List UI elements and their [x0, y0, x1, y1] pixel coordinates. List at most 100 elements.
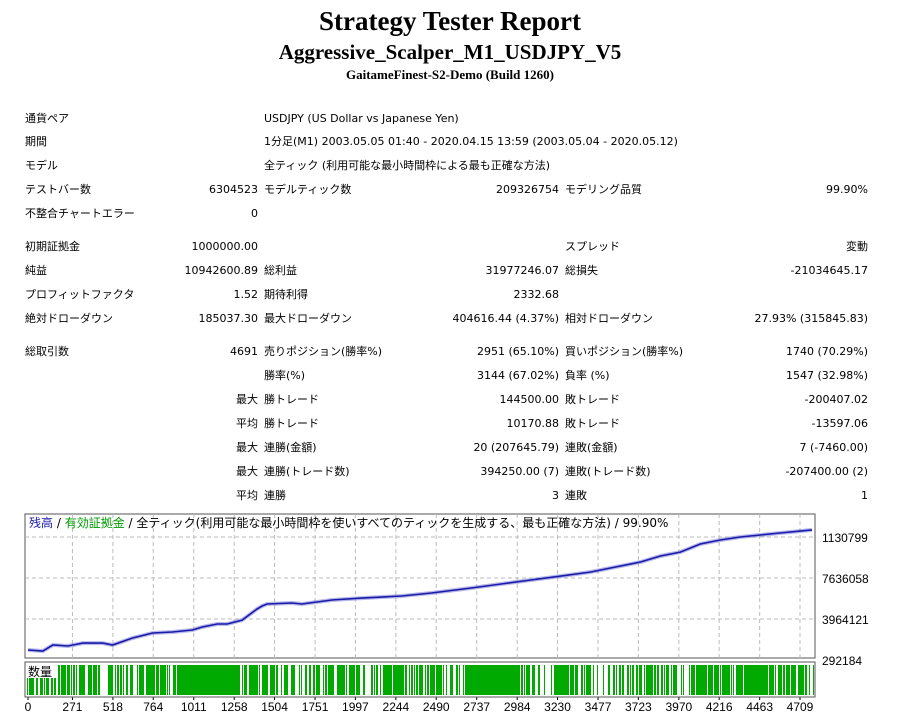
- volume-bar: [179, 665, 180, 695]
- x-tick-label: 2490: [423, 700, 450, 714]
- volume-bar: [121, 665, 122, 695]
- volume-bar: [380, 665, 381, 695]
- long-value: 1740 (70.29%): [785, 345, 868, 358]
- max-value: 最大: [236, 441, 258, 454]
- volume-bar: [468, 665, 469, 695]
- volume-bar: [487, 665, 488, 695]
- volume-bar: [274, 665, 275, 695]
- volume-bar: [788, 665, 789, 695]
- volume-bar: [391, 665, 392, 695]
- x-tick-label: 2737: [463, 700, 490, 714]
- volume-bar: [609, 665, 610, 695]
- volume-bar: [758, 665, 759, 695]
- volume-bar: [486, 665, 487, 695]
- volume-bar: [706, 665, 707, 695]
- volume-bar: [619, 665, 620, 695]
- volume-bar: [238, 665, 239, 695]
- volume-bar: [504, 665, 505, 695]
- volume-bar: [286, 665, 287, 695]
- volume-bar: [733, 665, 734, 695]
- legend-equity: 有効証拠金: [65, 515, 125, 530]
- volume-bar: [572, 665, 573, 695]
- volume-bar: [622, 665, 623, 695]
- volume-bar: [470, 665, 471, 695]
- volume-bar: [342, 665, 343, 695]
- volume-bar: [397, 665, 398, 695]
- volume-bar: [112, 665, 113, 695]
- volume-bar: [237, 665, 238, 695]
- volume-bar: [465, 665, 466, 695]
- volume-bar: [658, 665, 659, 695]
- volume-bar: [593, 665, 594, 695]
- volume-bar: [142, 665, 143, 695]
- volume-bar: [482, 665, 483, 695]
- volume-bar: [563, 665, 564, 695]
- volume-bar: [741, 665, 742, 695]
- volume-bar: [714, 665, 715, 695]
- volume-bar: [46, 665, 47, 695]
- volume-bar: [301, 665, 302, 695]
- volume-bar: [748, 665, 749, 695]
- expected-value: 2332.68: [513, 288, 560, 301]
- x-tick-label: 3230: [544, 700, 571, 714]
- volume-bar: [528, 665, 529, 695]
- volume-bar: [718, 665, 719, 695]
- volume-bar: [93, 665, 94, 695]
- volume-bar: [305, 665, 306, 695]
- volume-bar: [708, 665, 709, 695]
- volume-bar: [744, 665, 745, 695]
- volume-bar: [117, 665, 118, 695]
- volume-bar: [654, 665, 655, 695]
- volume-bar: [394, 665, 395, 695]
- volume-bar: [218, 665, 219, 695]
- volume-bar: [149, 665, 150, 695]
- volume-bar: [633, 665, 634, 695]
- volume-bar: [501, 665, 502, 695]
- volume-bar: [472, 665, 473, 695]
- volume-bar: [737, 665, 738, 695]
- volume-bar: [493, 665, 494, 695]
- volume-bar: [427, 665, 428, 695]
- volume-bar: [73, 665, 74, 695]
- volume-bar: [140, 665, 141, 695]
- model-value: 全ティック (利用可能な最小時間枠による最も正確な方法): [264, 159, 551, 172]
- period-value: 1分足(M1) 2003.05.05 01:40 - 2020.04.15 13…: [264, 135, 678, 148]
- volume-bar: [560, 665, 561, 695]
- short-label: 売りポジション(勝率%): [264, 345, 383, 358]
- total-value: 4691: [230, 345, 258, 358]
- volume-bar: [201, 665, 202, 695]
- volume-bar: [146, 665, 147, 695]
- volume-bar: [694, 665, 695, 695]
- ll-value: -200407.02: [804, 393, 868, 406]
- volume-bar: [689, 665, 690, 695]
- volume-bar: [500, 665, 501, 695]
- volume-bar: [765, 665, 766, 695]
- volume-bar: [720, 665, 721, 695]
- volume-bar: [760, 665, 761, 695]
- volume-bar: [371, 665, 372, 695]
- volume-bar: [306, 665, 307, 695]
- volume-bar: [652, 665, 653, 695]
- volume-bar: [745, 665, 746, 695]
- volume-bar: [519, 665, 520, 695]
- volume-bar: [485, 665, 486, 695]
- volume-bar: [784, 665, 785, 695]
- volume-bar: [44, 665, 45, 695]
- volume-bar: [30, 665, 31, 695]
- volume-bar: [586, 665, 587, 695]
- volume-bar: [158, 665, 159, 695]
- volume-bar: [616, 665, 617, 695]
- volume-bar: [711, 665, 712, 695]
- volume-bar: [651, 665, 652, 695]
- volume-bar: [705, 665, 706, 695]
- volume-bar: [358, 665, 359, 695]
- volume-bar: [364, 665, 365, 695]
- volume-bar: [180, 665, 181, 695]
- volume-bar: [197, 665, 198, 695]
- volume-bar: [99, 665, 100, 695]
- x-tick-label: 1751: [302, 700, 329, 714]
- volume-bar: [512, 665, 513, 695]
- volume-bar: [479, 665, 480, 695]
- volume-bar: [162, 665, 163, 695]
- pf-label: プロフィットファクタ: [25, 288, 135, 301]
